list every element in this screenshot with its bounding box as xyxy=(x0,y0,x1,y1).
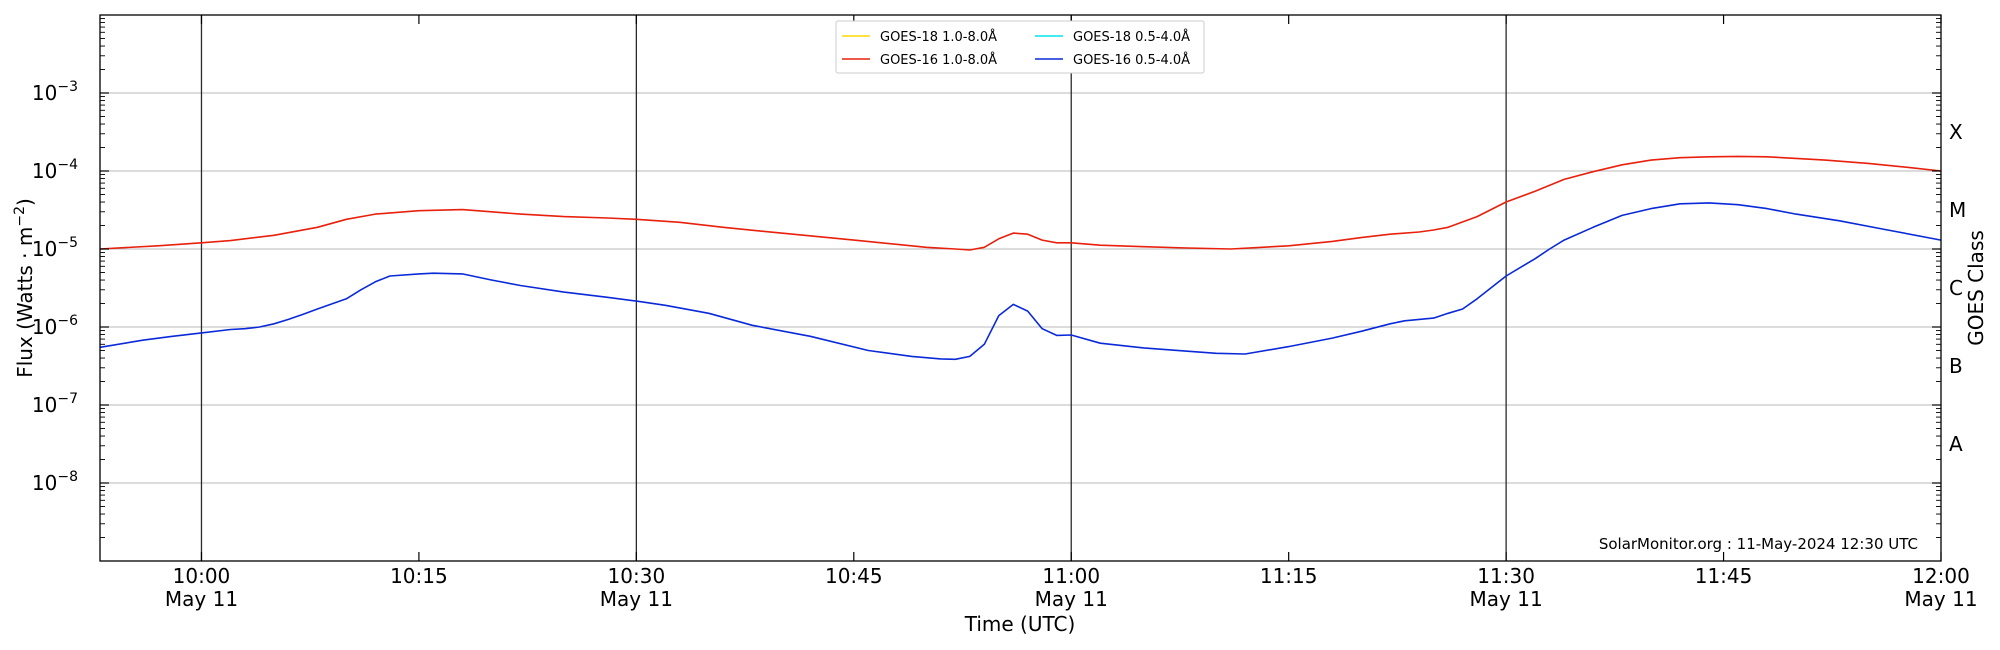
x-tick-label: 11:15 xyxy=(1260,564,1318,588)
y-tick-label: 10−7 xyxy=(32,391,78,417)
y-axis-label: Flux (Watts · m−2) xyxy=(12,198,37,378)
x-tick-sublabel: May 11 xyxy=(600,587,673,611)
y-tick-label: 10−4 xyxy=(32,157,78,183)
x-tick-label: 10:45 xyxy=(825,564,883,588)
goes-class-label: M xyxy=(1949,198,1966,222)
series-line-1 xyxy=(99,155,1942,251)
goes-class-label: C xyxy=(1949,276,1963,300)
x-tick-sublabel: May 11 xyxy=(165,587,238,611)
plot-frame xyxy=(99,14,1942,562)
legend: GOES-18 1.0-8.0Å GOES-16 1.0-8.0Å GOES-18 … xyxy=(835,20,1205,74)
y-tick-label: 10−5 xyxy=(32,235,78,261)
legend-label: GOES-16 1.0-8.0Å xyxy=(880,52,997,68)
x-tick-label: 12:00 xyxy=(1912,564,1970,588)
flux-series xyxy=(99,155,1942,361)
y-tick-label: 10−8 xyxy=(32,469,78,495)
credit-annotation: SolarMonitor.org : 11-May-2024 12:30 UTC xyxy=(1599,535,1918,553)
goes-class-label: A xyxy=(1949,432,1963,456)
x-tick-sublabel: May 11 xyxy=(1904,587,1977,611)
y-tick-label: 10−3 xyxy=(32,79,78,105)
goes-class-axis-label: GOES Class xyxy=(1964,230,1988,346)
y-tick-label: 10−6 xyxy=(32,313,78,339)
legend-label: GOES-18 0.5-4.0Å xyxy=(1073,29,1190,45)
legend-label: GOES-16 0.5-4.0Å xyxy=(1073,52,1190,68)
goes-class-label: X xyxy=(1949,120,1963,144)
x-axis-label: Time (UTC) xyxy=(964,612,1076,636)
x-tick-label: 11:45 xyxy=(1695,564,1753,588)
x-tick-label: 10:30 xyxy=(608,564,666,588)
axis-ticks xyxy=(100,15,1942,561)
x-tick-label: 11:00 xyxy=(1042,564,1100,588)
series-line-3 xyxy=(99,202,1942,361)
x-tick-label: 10:15 xyxy=(390,564,448,588)
legend-box xyxy=(835,20,1205,74)
horizontal-gridlines xyxy=(100,92,1941,484)
legend-label: GOES-18 1.0-8.0Å xyxy=(880,29,997,45)
goes-class-label: B xyxy=(1949,354,1963,378)
x-tick-sublabel: May 11 xyxy=(1470,587,1543,611)
x-tick-label: 10:00 xyxy=(173,564,231,588)
x-tick-label: 11:30 xyxy=(1477,564,1535,588)
day-marker-lines xyxy=(200,15,1507,561)
x-tick-sublabel: May 11 xyxy=(1035,587,1108,611)
